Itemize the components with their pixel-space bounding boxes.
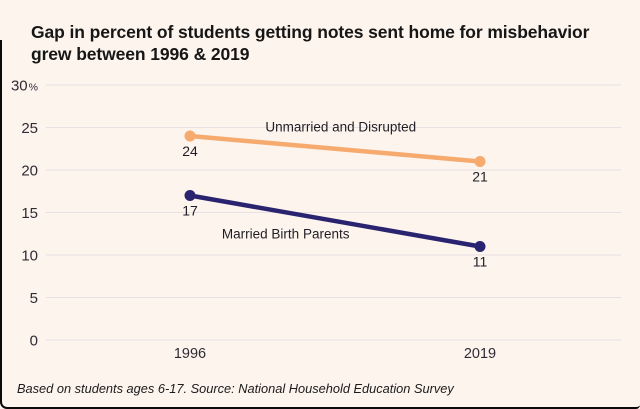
data-point — [184, 190, 196, 201]
y-tick-label: 25 — [21, 120, 38, 137]
data-point-label: 17 — [182, 203, 198, 219]
x-tick-label: 2019 — [464, 346, 496, 362]
data-point — [474, 241, 486, 252]
x-tick-label: 1996 — [174, 346, 206, 362]
y-tick-label: 10 — [21, 248, 38, 265]
y-tick-label: 15 — [21, 205, 38, 222]
y-tick-label: 5 — [30, 290, 38, 307]
y-tick-label: 30% — [11, 78, 38, 95]
data-point-label: 21 — [472, 169, 488, 185]
data-point-label: 11 — [473, 254, 488, 270]
data-point — [474, 156, 486, 167]
series-line — [187, 133, 483, 164]
series-line — [187, 193, 483, 249]
series-label: Married Birth Parents — [222, 226, 350, 241]
data-point-label: 24 — [182, 143, 198, 159]
chart-title: Gap in percent of students getting notes… — [31, 22, 590, 64]
source-note: Based on students ages 6-17. Source: Nat… — [17, 381, 454, 396]
data-point — [184, 130, 196, 142]
series-label: Unmarried and Disrupted — [265, 119, 416, 134]
y-tick-label: 20 — [21, 163, 38, 180]
y-tick-label: 0 — [30, 333, 38, 350]
